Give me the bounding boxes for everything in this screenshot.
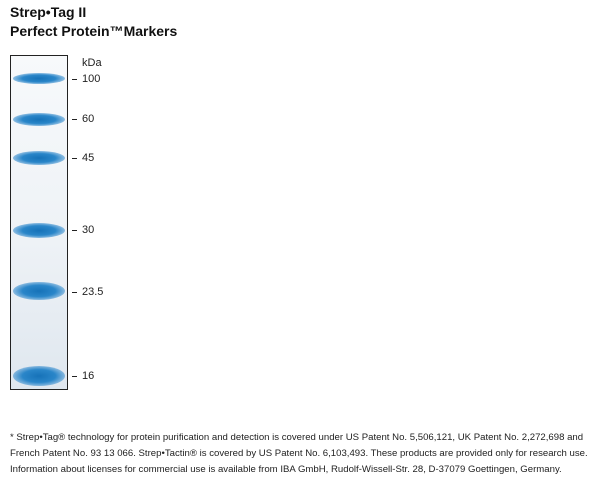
unit-label: kDa bbox=[82, 57, 102, 69]
footnote-line-3: Information about licenses for commercia… bbox=[10, 464, 562, 475]
marker-label: 23.5 bbox=[82, 286, 104, 298]
marker-tick bbox=[72, 375, 77, 377]
marker-tick bbox=[72, 78, 77, 80]
marker-16: 16 bbox=[72, 369, 94, 383]
marker-tick bbox=[72, 291, 77, 293]
band-60 bbox=[13, 113, 65, 126]
marker-label: 45 bbox=[82, 152, 95, 164]
marker-60: 60 bbox=[72, 112, 94, 126]
gel-lane bbox=[10, 55, 68, 390]
title-line-2: Perfect Protein™Markers bbox=[10, 23, 178, 39]
figure-title: Strep•Tag II Perfect Protein™Markers bbox=[10, 3, 177, 41]
marker-100: 100 bbox=[72, 72, 100, 86]
marker-tick bbox=[72, 157, 77, 159]
marker-23-5: 23.5 bbox=[72, 285, 103, 299]
band-23-5 bbox=[13, 282, 65, 300]
marker-45: 45 bbox=[72, 151, 94, 165]
patent-footnote: * Strep•Tag® technology for protein puri… bbox=[10, 430, 595, 478]
marker-label: 60 bbox=[82, 113, 95, 125]
marker-label: 100 bbox=[82, 73, 101, 85]
footnote-line-2: French Patent No. 93 13 066. Strep•Tacti… bbox=[10, 448, 588, 459]
marker-30: 30 bbox=[72, 223, 94, 237]
marker-label: 16 bbox=[82, 370, 95, 382]
band-16 bbox=[13, 366, 65, 386]
band-100 bbox=[13, 73, 65, 84]
footnote-line-1: * Strep•Tag® technology for protein puri… bbox=[10, 432, 584, 443]
marker-tick bbox=[72, 118, 77, 120]
title-line-1: Strep•Tag II bbox=[10, 4, 87, 20]
band-45 bbox=[13, 151, 65, 165]
marker-tick bbox=[72, 229, 77, 231]
marker-label: 30 bbox=[82, 224, 95, 236]
band-30 bbox=[13, 223, 65, 238]
